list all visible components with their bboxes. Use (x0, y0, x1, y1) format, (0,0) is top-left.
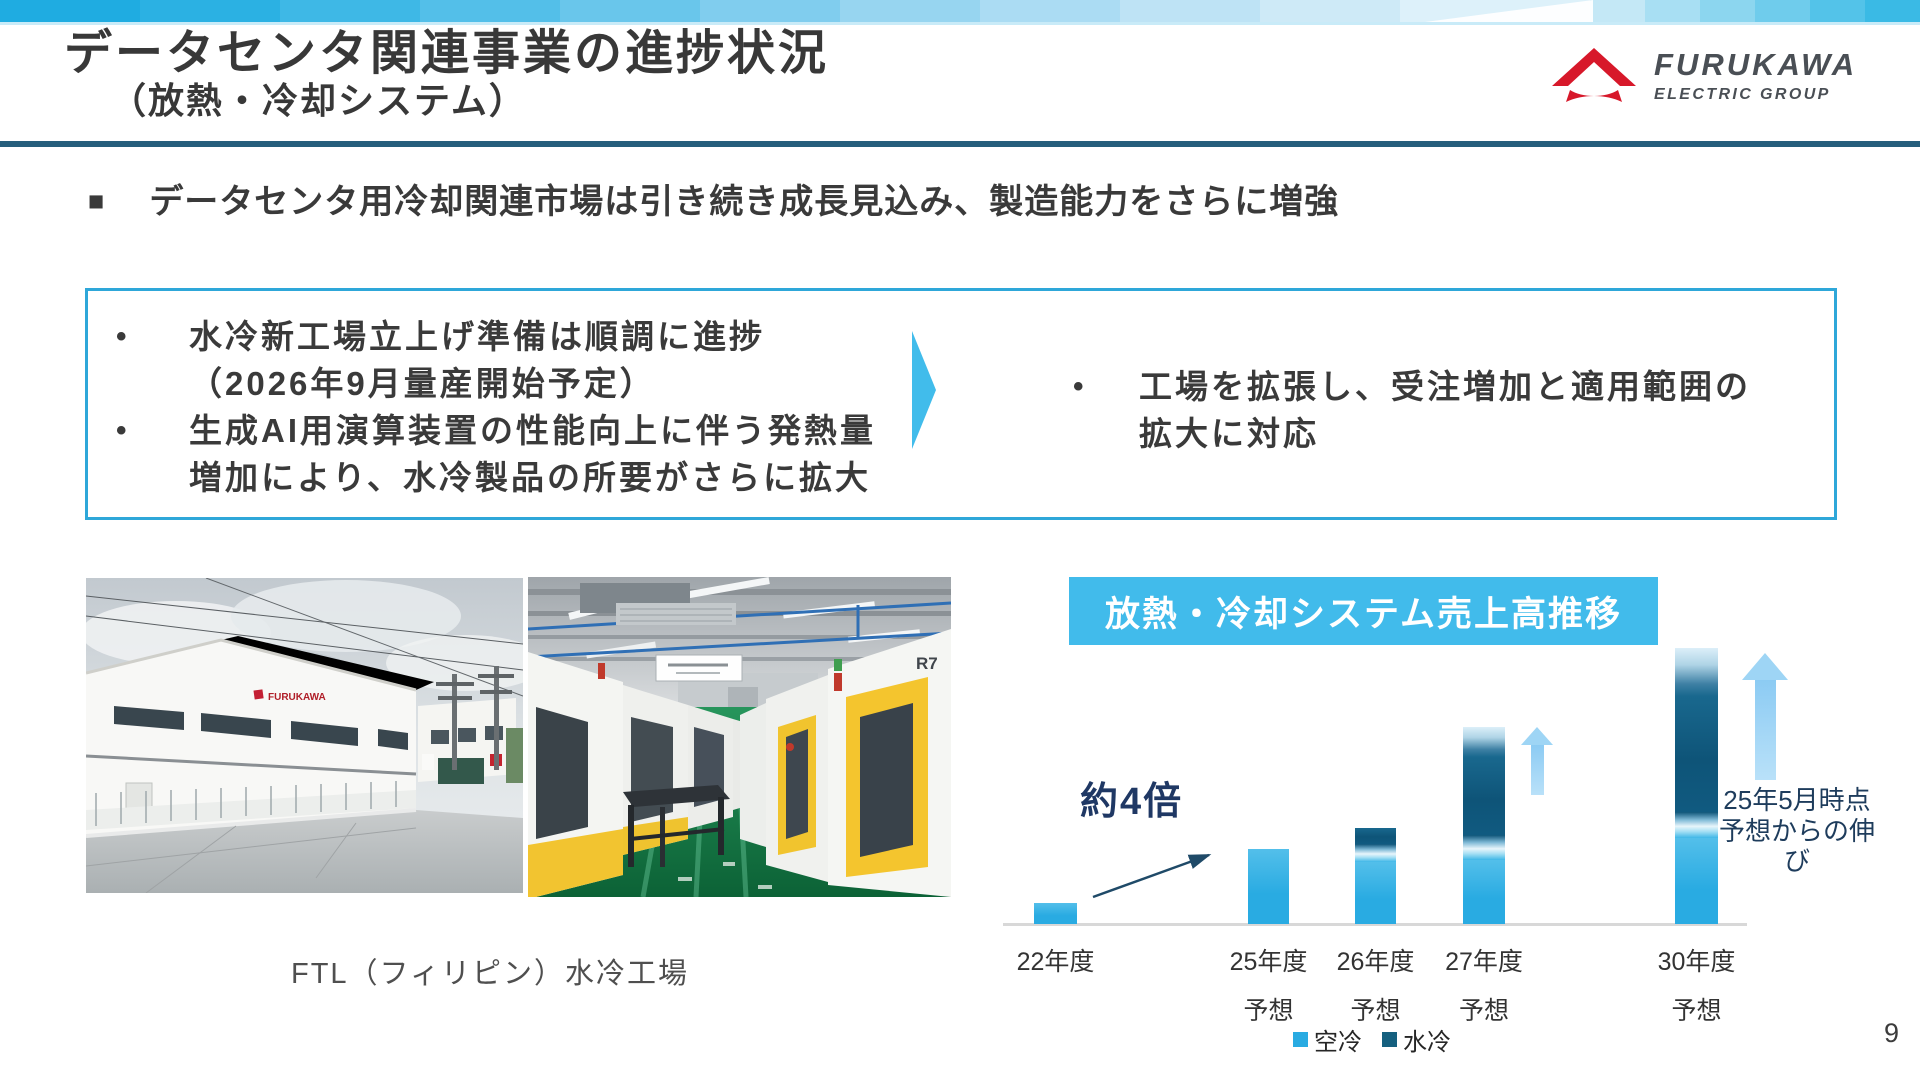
x-label-25年度: 25年度 予想 (1229, 948, 1308, 1025)
bullet-item-1: • 水冷新工場立上げ準備は順調に進捗 （2026年9月量産開始予定） (116, 313, 906, 407)
bar-25年度 (1248, 849, 1289, 924)
photo-factory-exterior: FURUKAWA (86, 578, 523, 893)
bullet-1-line1: 水冷新工場立上げ準備は順調に進捗 (189, 318, 765, 355)
sales-chart (1000, 624, 1920, 926)
bar-30年度 (1675, 648, 1718, 924)
bullet-2-line1: 生成AI用演算装置の性能向上に伴う発熱量 (189, 412, 876, 449)
bar-26年度 (1355, 828, 1396, 924)
up-arrow-small-icon (1521, 727, 1553, 795)
info-box: • 水冷新工場立上げ準備は順調に進捗 （2026年9月量産開始予定） • 生成A… (85, 288, 1837, 520)
headline: ■ データセンタ用冷却関連市場は引き続き成長見込み、製造能力をさらに増強 (88, 174, 1339, 223)
forecast-note: 25年5月時点 予想からの伸び (1712, 785, 1882, 877)
title-divider (0, 141, 1920, 147)
x-label-22年度: 22年度 (1016, 948, 1095, 976)
furukawa-roof-icon (1552, 48, 1636, 102)
x-label-30年度: 30年度 予想 (1657, 948, 1736, 1025)
bar-22年度 (1034, 903, 1077, 924)
svg-text:R7: R7 (916, 654, 938, 673)
bullet-dot: • (1073, 370, 1087, 403)
bullet-2-line2: 増加により、水冷製品の所要がさらに拡大 (189, 459, 872, 496)
photo-caption: FTL（フィリピン）水冷工場 (291, 958, 689, 990)
forecast-note-line2: 予想からの伸び (1718, 815, 1875, 877)
square-bullet-icon: ■ (88, 186, 106, 216)
growth-annotation: 約4倍 (1080, 781, 1184, 823)
page-subtitle: （放熱・冷却システム） (110, 80, 527, 122)
bullet-item-right: • 工場を拡張し、受注増加と適用範囲の 拡大に対応 (1073, 363, 1813, 457)
legend-item-空冷: 空冷 (1293, 1022, 1362, 1057)
header: データセンタ関連事業の進捗状況 （放熱・冷却システム） (64, 26, 829, 121)
legend-swatch-icon (1382, 1032, 1397, 1047)
x-label-26年度: 26年度 予想 (1336, 948, 1415, 1025)
up-arrow-large-icon (1742, 653, 1788, 780)
growth-arrow-icon (1092, 853, 1212, 899)
chart-title-banner: 放熱・冷却システム売上高推移 (1069, 577, 1658, 645)
page-number: 9 (1884, 1018, 1900, 1048)
bullet-dot: • (116, 414, 130, 447)
factory-interior-illustration: R7 (528, 577, 951, 897)
right-arrow-shape (912, 331, 936, 449)
chart-baseline (1003, 923, 1747, 926)
x-label-27年度: 27年度 予想 (1445, 948, 1523, 1025)
legend-swatch-icon (1293, 1032, 1308, 1047)
factory-exterior-illustration: FURUKAWA (86, 578, 523, 893)
bar-27年度 (1463, 727, 1505, 924)
bullet-item-2: • 生成AI用演算装置の性能向上に伴う発熱量 増加により、水冷製品の所要がさらに… (116, 407, 906, 501)
top-gradient-bar (0, 0, 1920, 25)
page-title: データセンタ関連事業の進捗状況 (64, 27, 830, 80)
forecast-note-line1: 25年5月時点 (1723, 785, 1871, 815)
furukawa-logo: FURUKAWA ELECTRIC GROUP (1548, 44, 1857, 106)
bullet-1-line2: （2026年9月量産開始予定） (189, 365, 656, 402)
headline-text: データセンタ用冷却関連市場は引き続き成長見込み、製造能力をさらに増強 (149, 183, 1340, 221)
logo-subtitle: ELECTRIC GROUP (1654, 85, 1831, 103)
bullet-dot: • (116, 320, 130, 353)
photo-factory-interior: R7 (528, 577, 951, 897)
chart-legend: 空冷 水冷 (1293, 1022, 1451, 1057)
right-bullet-line1: 工場を拡張し、受注増加と適用範囲の (1139, 368, 1751, 405)
legend-item-水冷: 水冷 (1382, 1022, 1451, 1057)
logo-name: FURUKAWA (1654, 46, 1858, 82)
right-bullet-line2: 拡大に対応 (1139, 415, 1319, 452)
svg-text:FURUKAWA: FURUKAWA (268, 692, 326, 703)
